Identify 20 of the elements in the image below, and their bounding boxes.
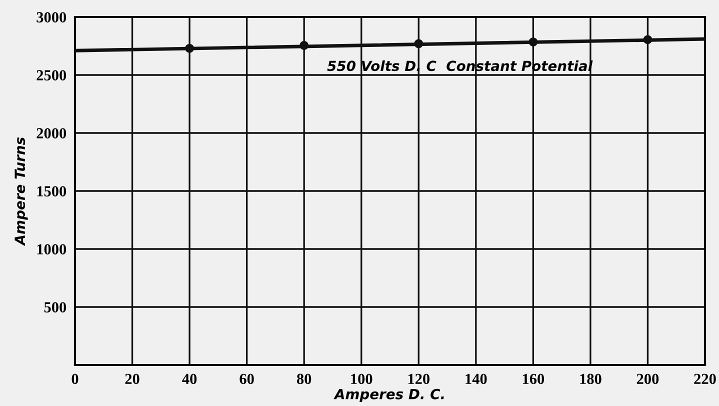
x-axis-title: Amperes D. C.	[334, 388, 444, 402]
x-tick-label: 120	[408, 374, 430, 384]
x-tick-label: 160	[522, 374, 544, 384]
y-tick-label: 2000	[36, 128, 66, 138]
y-tick-label: 2500	[36, 70, 66, 80]
x-tick-label: 60	[240, 374, 254, 384]
y-tick-label: 3000	[36, 12, 66, 22]
x-tick-label: 0	[72, 374, 78, 384]
y-tick-label: 500	[44, 302, 66, 312]
y-tick-label: 1500	[37, 186, 66, 196]
y-tick-label: 1000	[37, 244, 66, 254]
x-tick-label: 180	[580, 374, 602, 384]
y-axis-title: Ampere Turns	[14, 137, 28, 246]
x-tick-label: 40	[182, 374, 197, 384]
x-tick-label: 140	[466, 374, 487, 384]
x-tick-label: 200	[636, 374, 659, 384]
x-tick-label: 100	[351, 374, 372, 384]
x-tick-label: 20	[125, 374, 140, 384]
x-tick-label: 80	[296, 374, 312, 384]
x-tick-label: 220	[694, 374, 716, 384]
